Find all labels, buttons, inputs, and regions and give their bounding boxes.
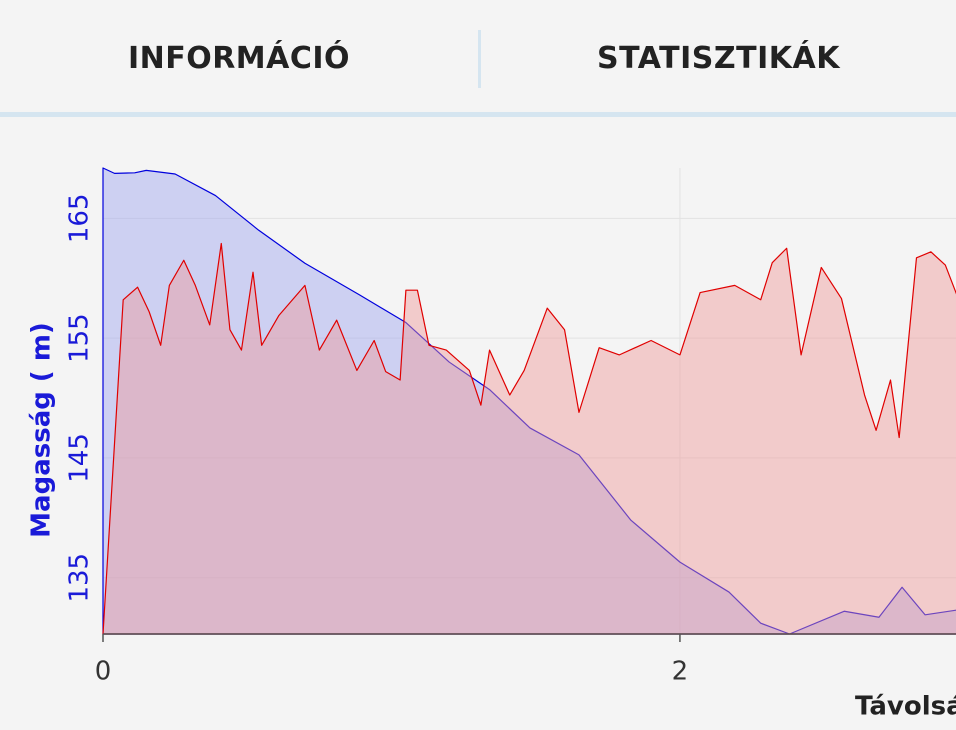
area bbox=[102, 167, 956, 635]
y-tick-label: 155 bbox=[65, 313, 95, 363]
y-axis-label: Magasság ( m) bbox=[27, 322, 57, 538]
y-tick-label: 145 bbox=[65, 433, 95, 483]
y-tick-label: 135 bbox=[65, 553, 95, 603]
y-tick-label: 165 bbox=[65, 193, 95, 243]
area bbox=[102, 242, 956, 635]
tab-divider bbox=[478, 30, 481, 88]
tab[interactable]: STATISZTIKÁK bbox=[597, 41, 840, 76]
tab-bar: INFORMÁCIÓ STATISZTIKÁK bbox=[0, 0, 956, 117]
tab[interactable]: INFORMÁCIÓ bbox=[127, 41, 351, 76]
x-axis-label: Távolság bbox=[855, 692, 956, 722]
x-tick-label: 2 bbox=[672, 657, 689, 687]
x-tick-label: 0 bbox=[95, 657, 112, 687]
